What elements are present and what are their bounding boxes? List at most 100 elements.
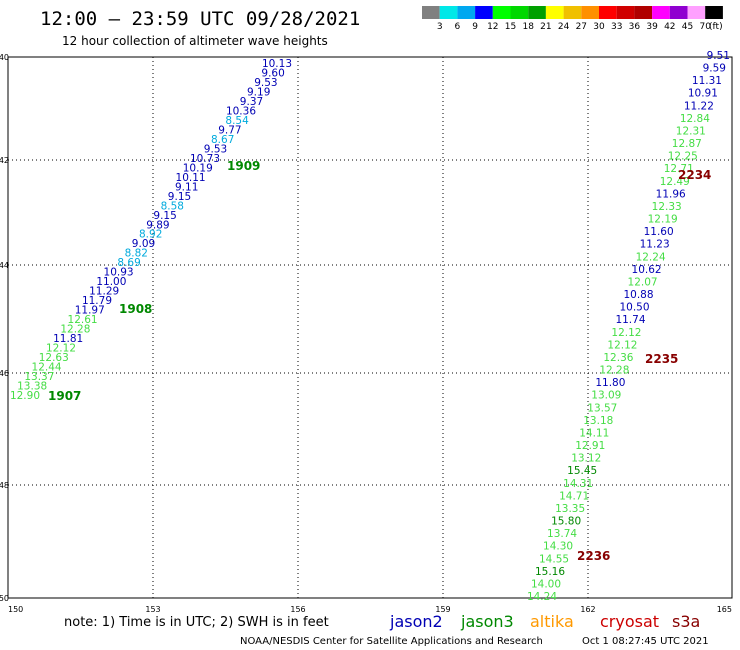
scale-label: 30 bbox=[593, 22, 605, 32]
scale-label: 39 bbox=[646, 22, 658, 32]
scale-label: 33 bbox=[611, 22, 622, 32]
scale-swatch bbox=[581, 6, 599, 19]
swh-label: 10.19 bbox=[183, 162, 213, 174]
swh-label: 12.12 bbox=[607, 339, 637, 351]
scale-swatch bbox=[475, 6, 493, 19]
swh-label: 12.87 bbox=[672, 138, 702, 150]
swh-label: 12.49 bbox=[660, 176, 690, 188]
scale-label: 15 bbox=[505, 22, 516, 32]
swh-label: 13.35 bbox=[555, 503, 585, 515]
swh-label: 10.11 bbox=[176, 172, 206, 184]
scale-label: 3 bbox=[437, 22, 443, 32]
grid-lines bbox=[8, 57, 732, 598]
scale-swatch bbox=[634, 6, 653, 19]
swh-label: 10.50 bbox=[619, 302, 649, 314]
swh-label: 12.90 bbox=[10, 390, 40, 402]
swh-label: 11.31 bbox=[692, 75, 722, 87]
scale-swatch bbox=[457, 6, 476, 19]
scale-swatch bbox=[422, 6, 440, 19]
scale-swatch bbox=[705, 6, 723, 19]
swh-label: 13.38 bbox=[17, 381, 47, 393]
scale-label: 6 bbox=[455, 22, 461, 32]
scale-swatch bbox=[616, 6, 635, 19]
y-axis-ticks: 40 42 44 46 48 50 bbox=[0, 53, 9, 603]
swh-label: 8.92 bbox=[139, 229, 162, 241]
swh-label: 14.71 bbox=[559, 490, 589, 502]
scale-label: 70 bbox=[699, 22, 711, 32]
swh-label: 12.84 bbox=[680, 113, 710, 125]
track-left: 10.139.609.539.199.3710.368.549.778.679.… bbox=[10, 58, 292, 402]
swh-label: 11.00 bbox=[96, 276, 126, 288]
satellite-legend-jason2: jason2 bbox=[389, 612, 443, 631]
swh-label: 10.91 bbox=[688, 88, 718, 100]
swh-label: 12.28 bbox=[599, 365, 629, 377]
swh-label: 15.80 bbox=[551, 516, 581, 528]
swh-label: 9.53 bbox=[254, 77, 277, 89]
swh-label: 14.00 bbox=[531, 578, 561, 590]
swh-label: 11.74 bbox=[615, 314, 645, 326]
swh-label: 8.69 bbox=[117, 257, 140, 269]
y-tick-label: 46 bbox=[0, 369, 9, 378]
swh-label: 11.81 bbox=[53, 333, 83, 345]
y-tick-label: 50 bbox=[0, 594, 9, 603]
swh-label: 10.73 bbox=[190, 153, 220, 165]
swh-label: 12.12 bbox=[46, 343, 76, 355]
swh-label: 9.59 bbox=[703, 63, 726, 75]
swh-label: 14.55 bbox=[539, 553, 569, 565]
swh-label: 14.31 bbox=[563, 478, 593, 490]
footer-credit: NOAA/NESDIS Center for Satellite Applica… bbox=[240, 636, 543, 647]
y-tick-label: 48 bbox=[0, 481, 9, 490]
scale-label: 36 bbox=[629, 22, 641, 32]
swh-label: 8.82 bbox=[125, 248, 148, 260]
plot-area: 150 153 156 159 162 165 40 42 44 46 48 50 10.139.6… bbox=[0, 50, 733, 614]
scale-swatch bbox=[669, 6, 688, 19]
color-scale-legend: 3 6 9 12 15 18 21 24 27 30 33 36 39 42 45 70(ft) bbox=[422, 6, 723, 32]
satellite-legend: jason2 jason3 altika cryosat s3a bbox=[389, 612, 700, 631]
swh-label: 14.30 bbox=[543, 541, 573, 553]
swh-label: 9.11 bbox=[175, 181, 198, 193]
scale-unit: (ft) bbox=[709, 22, 723, 32]
swh-label: 12.91 bbox=[575, 440, 605, 452]
swh-label: 10.13 bbox=[262, 58, 292, 70]
swh-label: 11.23 bbox=[640, 239, 670, 251]
swh-label: 12.25 bbox=[668, 151, 698, 163]
x-tick-label: 156 bbox=[290, 605, 305, 614]
swh-label: 9.37 bbox=[240, 96, 263, 108]
scale-swatch bbox=[439, 6, 458, 19]
scale-label: 18 bbox=[522, 22, 534, 32]
scale-swatch bbox=[492, 6, 511, 19]
scale-label: 27 bbox=[576, 22, 587, 32]
satellite-legend-cryosat: cryosat bbox=[600, 612, 659, 631]
swh-label: 12.71 bbox=[664, 163, 694, 175]
swh-label: 9.53 bbox=[204, 143, 227, 155]
swh-label: 10.62 bbox=[632, 264, 662, 276]
y-tick-label: 40 bbox=[0, 53, 9, 62]
swh-label: 8.54 bbox=[225, 115, 249, 127]
swh-label: 12.12 bbox=[611, 327, 641, 339]
x-tick-label: 162 bbox=[580, 605, 595, 614]
swh-label: 10.93 bbox=[104, 267, 134, 279]
swh-label: 13.18 bbox=[583, 415, 613, 427]
swh-label: 12.24 bbox=[636, 251, 666, 263]
swh-label: 12.36 bbox=[603, 352, 633, 364]
swh-label: 11.96 bbox=[656, 188, 686, 200]
scale-swatch bbox=[652, 6, 670, 19]
swh-label: 9.15 bbox=[153, 210, 176, 222]
scale-swatch bbox=[510, 6, 529, 19]
swh-label: 11.80 bbox=[595, 377, 625, 389]
swh-label: 9.09 bbox=[132, 238, 155, 250]
satellite-legend-altika: altika bbox=[530, 612, 574, 631]
scale-swatch bbox=[545, 6, 564, 19]
scale-label: 45 bbox=[682, 22, 693, 32]
scale-label: 21 bbox=[540, 22, 551, 32]
swh-label: 11.79 bbox=[82, 295, 112, 307]
scale-swatch bbox=[599, 6, 617, 19]
swh-label: 13.12 bbox=[571, 453, 601, 465]
y-tick-label: 42 bbox=[0, 156, 9, 165]
swh-label: 14.24 bbox=[527, 591, 557, 603]
swh-label: 8.58 bbox=[161, 200, 184, 212]
scale-label: 12 bbox=[487, 22, 498, 32]
pass-time-label: 2236 bbox=[577, 549, 610, 563]
swh-label: 12.33 bbox=[652, 201, 682, 213]
